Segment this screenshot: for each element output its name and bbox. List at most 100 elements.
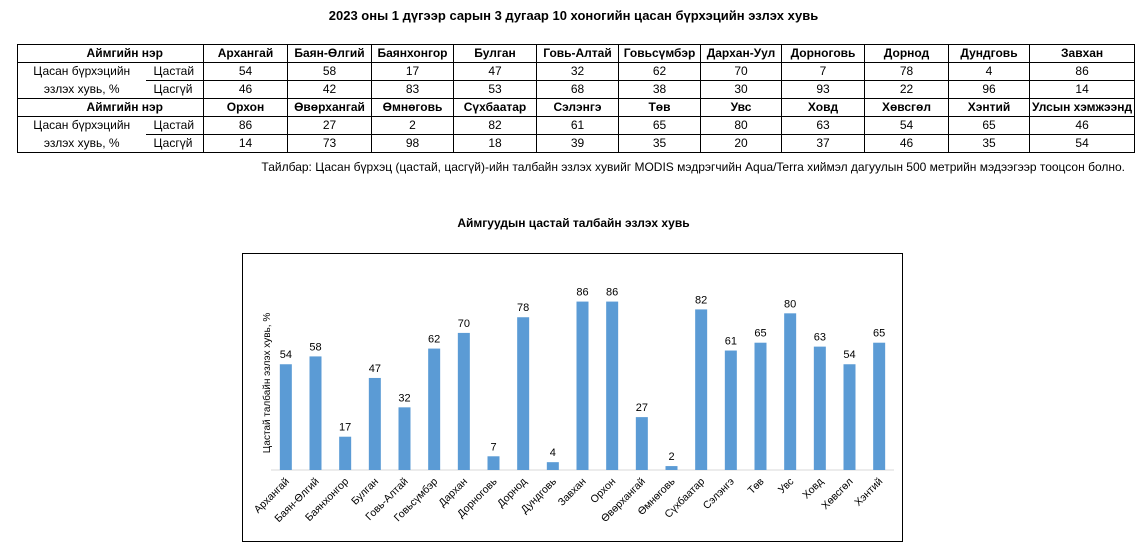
snow-value-cell: 2 <box>371 116 454 135</box>
aimag-name-cell: Орхон <box>203 98 288 117</box>
data-label: 70 <box>458 318 470 330</box>
x-tick-label: Увс <box>776 476 796 496</box>
row-label-line1: Цасан бүрхэцийн <box>17 62 146 81</box>
aimag-name-cell: Өвөрхангай <box>287 98 372 117</box>
nosnow-sub-label: Цасгүй <box>145 80 204 99</box>
aimag-name-cell: Булган <box>453 44 537 63</box>
bar-chart: Цастай талбайн эзлэх хувь, % 54Архангай58… <box>252 287 894 525</box>
nosnow-value-cell: 98 <box>371 134 454 153</box>
nosnow-value-cell: 46 <box>203 80 288 99</box>
nosnow-value-cell: 14 <box>1028 80 1136 99</box>
chart-bar <box>279 364 292 470</box>
aimag-name-cell: Сэлэнгэ <box>536 98 619 117</box>
x-tick-label: Хөвсгөл <box>819 476 855 512</box>
aimag-name-cell: Сүхбаатар <box>453 98 537 117</box>
table-header-label: Аймгийн нэр <box>17 44 204 63</box>
snow-value-cell: 86 <box>1028 62 1136 81</box>
x-tick-label: Хэнтий <box>852 476 885 509</box>
snow-value-cell: 82 <box>453 116 537 135</box>
data-label: 58 <box>309 341 321 353</box>
table-header-label: Аймгийн нэр <box>17 98 204 117</box>
chart-bar <box>368 377 381 470</box>
chart-title: Аймгуудын цастай талбайн эзлэх хувь <box>457 216 690 230</box>
chart-bar <box>724 350 737 470</box>
aimag-name-cell: Хэнтий <box>948 98 1030 117</box>
aimag-name-cell: Говьсүмбэр <box>618 44 701 63</box>
nosnow-value-cell: 37 <box>781 134 865 153</box>
nosnow-value-cell: 73 <box>287 134 372 153</box>
data-label: 27 <box>636 402 648 414</box>
nosnow-value-cell: 18 <box>453 134 537 153</box>
aimag-name-cell: Увс <box>700 98 782 117</box>
row-label-line1: Цасан бүрхэцийн <box>17 116 146 135</box>
chart-bar <box>695 309 708 470</box>
nosnow-value-cell: 53 <box>453 80 537 99</box>
aimag-name-cell: Дархан-Уул <box>700 44 782 63</box>
chart-bar <box>576 301 589 470</box>
data-label: 86 <box>606 287 618 299</box>
snow-value-cell: 58 <box>287 62 372 81</box>
aimag-name-cell: Дорноговь <box>781 44 865 63</box>
nosnow-value-cell: 46 <box>864 134 949 153</box>
snow-value-cell: 70 <box>700 62 782 81</box>
chart-bar <box>843 364 856 470</box>
snow-value-cell: 61 <box>536 116 619 135</box>
aimag-name-cell: Төв <box>618 98 701 117</box>
chart-bar <box>309 356 322 470</box>
row-label-line2: эзлэх хувь, % <box>17 134 146 153</box>
nosnow-value-cell: 54 <box>1028 134 1136 153</box>
snow-value-cell: 54 <box>864 116 949 135</box>
snow-value-cell: 4 <box>948 62 1030 81</box>
nosnow-value-cell: 20 <box>700 134 782 153</box>
chart-bar <box>546 462 559 470</box>
snow-value-cell: 17 <box>371 62 454 81</box>
snow-value-cell: 78 <box>864 62 949 81</box>
data-label: 61 <box>725 336 737 348</box>
snow-value-cell: 65 <box>618 116 701 135</box>
aimag-name-cell: Говь-Алтай <box>536 44 619 63</box>
nosnow-value-cell: 22 <box>864 80 949 99</box>
nosnow-value-cell: 14 <box>203 134 288 153</box>
chart-bar <box>606 301 619 470</box>
snow-value-cell: 27 <box>287 116 372 135</box>
chart-bar <box>665 466 678 470</box>
data-label: 54 <box>280 349 292 361</box>
snow-sub-label: Цастай <box>145 62 204 81</box>
snow-value-cell: 47 <box>453 62 537 81</box>
data-label: 17 <box>339 422 351 434</box>
snow-value-cell: 80 <box>700 116 782 135</box>
chart-bar <box>339 436 352 470</box>
chart-frame: Цастай талбайн эзлэх хувь, % 54 Архангай 58… <box>242 253 903 542</box>
table-header-row: Аймгийн нэр Орхон Өвөрхангай Өмнөговь Сүхбаа… <box>17 98 1136 117</box>
snow-cover-table: Аймгийн нэр Архангай Баян-Өлгий Баянхонгор Б… <box>17 44 1136 153</box>
data-label: 65 <box>754 328 766 340</box>
aimag-name-cell: Баянхонгор <box>371 44 454 63</box>
nosnow-sub-label: Цасгүй <box>145 134 204 153</box>
nosnow-value-cell: 30 <box>700 80 782 99</box>
nosnow-value-cell: 39 <box>536 134 619 153</box>
nosnow-value-cell: 42 <box>287 80 372 99</box>
data-label: 54 <box>843 349 855 361</box>
data-label: 32 <box>398 392 410 404</box>
aimag-name-cell: Улсын хэмжээнд <box>1028 98 1136 117</box>
row-label-line2: эзлэх хувь, % <box>17 80 146 99</box>
x-tick-label: Сэлэнгэ <box>701 476 737 512</box>
aimag-name-cell: Баян-Өлгий <box>287 44 372 63</box>
page-title: 2023 оны 1 дүгээр сарын 3 дугаар 10 хоно… <box>328 8 819 23</box>
snow-value-cell: 46 <box>1028 116 1136 135</box>
chart-bar <box>398 407 411 470</box>
snow-value-cell: 86 <box>203 116 288 135</box>
snow-value-cell: 54 <box>203 62 288 81</box>
data-label: 65 <box>873 328 885 340</box>
aimag-name-cell: Хөвсгөл <box>864 98 949 117</box>
data-label: 47 <box>369 363 381 375</box>
nosnow-row: эзлэх хувь, % Цасгүй 14 73 98 18 39 35 20 37 46 35 5… <box>17 134 1136 153</box>
table-note: Тайлбар: Цасан бүрхэц (цастай, цасгүй)-и… <box>261 160 1125 174</box>
chart-bar <box>813 346 826 470</box>
chart-bar <box>873 342 886 470</box>
x-tick-label: Ховд <box>800 476 826 502</box>
chart-bar <box>517 317 530 470</box>
nosnow-value-cell: 68 <box>536 80 619 99</box>
nosnow-value-cell: 35 <box>948 134 1030 153</box>
chart-bar <box>635 417 648 470</box>
